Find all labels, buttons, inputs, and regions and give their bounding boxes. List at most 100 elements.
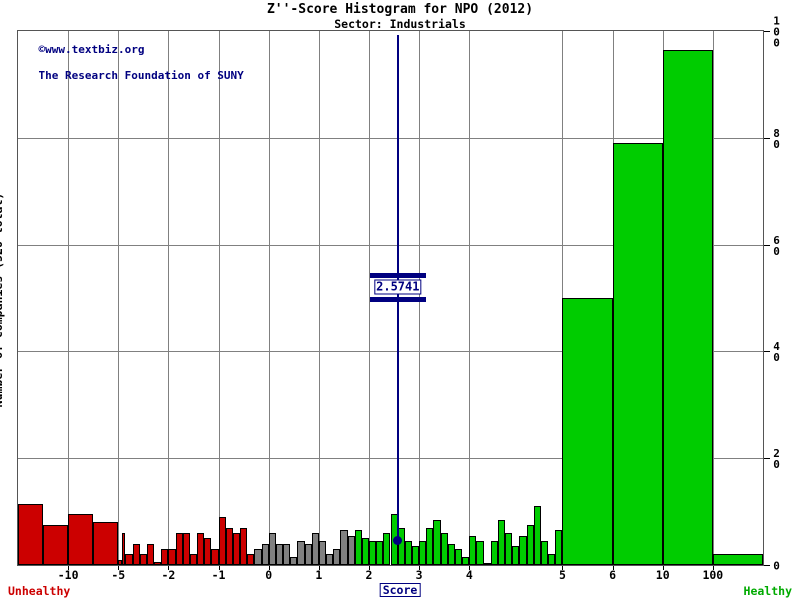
histogram-bar	[139, 554, 147, 565]
gridline-vertical	[168, 31, 170, 565]
x-tick-label: -1	[211, 568, 226, 582]
gridline-vertical	[118, 31, 120, 565]
histogram-bar	[519, 535, 527, 565]
histogram-bar	[18, 503, 44, 565]
histogram-bar	[125, 554, 133, 565]
gridline-vertical	[469, 31, 471, 565]
histogram-bar	[189, 554, 198, 565]
histogram-bar	[404, 540, 412, 565]
histogram-bar	[340, 530, 348, 565]
histogram-bar	[462, 557, 470, 565]
y-tick-label: 80	[770, 126, 783, 149]
gridline-vertical	[218, 31, 220, 565]
histogram-bar	[483, 563, 491, 565]
histogram-bar	[512, 546, 520, 565]
histogram-bar	[232, 532, 241, 565]
plot-area	[17, 30, 764, 566]
histogram-bar	[369, 540, 377, 565]
histogram-bar	[283, 543, 291, 565]
histogram-bar	[526, 524, 534, 565]
score-marker-value: 2.5741	[374, 279, 422, 295]
histogram-bar	[261, 543, 269, 565]
histogram-bar	[297, 540, 305, 565]
x-tick-mark	[218, 566, 220, 570]
histogram-bar	[662, 49, 713, 565]
histogram-bar	[318, 540, 327, 565]
copyright-credit: ©www.textbiz.org The Research Foundation…	[12, 30, 244, 95]
score-marker-bar-bottom	[369, 297, 426, 303]
x-tick-mark	[318, 566, 320, 570]
gridline-horizontal	[18, 137, 763, 139]
gridline-horizontal	[18, 244, 763, 246]
x-tick-label: 5	[558, 568, 566, 582]
x-tick-label: -10	[57, 568, 79, 582]
histogram-bar	[562, 298, 613, 565]
x-tick-mark	[369, 566, 370, 570]
histogram-bar	[540, 540, 549, 565]
histogram-bar	[548, 554, 556, 565]
x-axis-label: Score	[379, 583, 421, 597]
histogram-bar	[247, 554, 255, 565]
x-tick-mark	[118, 566, 120, 570]
gridline-vertical	[369, 31, 370, 565]
histogram-bar	[93, 522, 119, 565]
x-tick-mark	[268, 566, 270, 570]
histogram-bar	[225, 527, 233, 565]
x-tick-mark	[168, 566, 170, 570]
gridline-vertical	[318, 31, 320, 565]
histogram-bar	[43, 524, 69, 565]
histogram-bar	[397, 527, 405, 565]
chart-title: Z''-Score Histogram for NPO (2012)	[266, 2, 534, 17]
histogram-bar	[146, 543, 155, 565]
histogram-bar	[311, 532, 319, 565]
y-tick-label: 20	[770, 447, 783, 470]
x-tick-mark	[562, 566, 564, 570]
gridline-vertical	[268, 31, 270, 565]
score-marker-bar-top	[369, 273, 426, 279]
x-tick-mark	[419, 566, 421, 570]
histogram-bar	[175, 532, 183, 565]
gridline-horizontal	[18, 458, 763, 460]
credit-line-1: ©www.textbiz.org	[38, 43, 145, 56]
x-tick-label: 6	[609, 568, 617, 582]
histogram-bar	[121, 532, 126, 565]
histogram-bars	[18, 31, 763, 565]
y-tick-mark	[764, 458, 770, 460]
score-marker-dot	[393, 535, 403, 545]
histogram-bar	[490, 540, 498, 565]
histogram-bar	[426, 527, 434, 565]
histogram-bar	[275, 543, 284, 565]
x-tick-label: 1	[315, 568, 323, 582]
x-tick-label: 10	[655, 568, 670, 582]
histogram-bar	[197, 532, 205, 565]
histogram-bar	[533, 506, 541, 565]
histogram-bar	[268, 532, 276, 565]
histogram-bar	[383, 532, 391, 565]
legend-unhealthy: Unhealthy	[8, 584, 71, 598]
histogram-bar	[304, 543, 312, 565]
y-tick-mark	[764, 244, 770, 246]
y-tick-label: 60	[770, 233, 783, 256]
histogram-bar	[712, 554, 763, 565]
histogram-bar	[240, 527, 248, 565]
histogram-bar	[476, 540, 484, 565]
y-tick-label: 40	[770, 340, 783, 363]
histogram-bar	[118, 559, 122, 565]
chart-subtitle: Sector: Industrials	[334, 17, 466, 31]
x-tick-label: 2	[365, 568, 373, 582]
histogram-bar	[161, 548, 169, 565]
histogram-bar	[505, 532, 513, 565]
histogram-bar	[419, 540, 427, 565]
histogram-bar	[411, 546, 420, 565]
histogram-bar	[361, 538, 369, 565]
histogram-bar	[132, 543, 140, 565]
gridline-horizontal	[18, 351, 763, 353]
y-tick-mark	[764, 565, 770, 566]
x-tick-mark	[68, 566, 70, 570]
histogram-bar	[218, 516, 226, 565]
histogram-bar	[433, 519, 441, 565]
y-tick-label: 100	[770, 14, 783, 48]
histogram-bar	[454, 548, 463, 565]
histogram-bar	[68, 514, 94, 565]
